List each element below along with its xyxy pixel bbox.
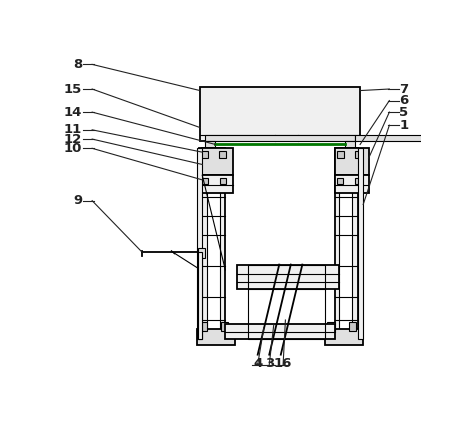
Bar xyxy=(197,148,202,339)
Bar xyxy=(199,175,233,193)
Text: 8: 8 xyxy=(73,58,82,71)
Text: 1: 1 xyxy=(400,119,408,132)
Text: 10: 10 xyxy=(64,142,82,155)
Bar xyxy=(356,178,362,184)
Bar xyxy=(207,152,220,333)
Bar xyxy=(219,151,226,157)
Bar xyxy=(355,151,362,157)
Bar xyxy=(204,135,356,141)
Bar xyxy=(345,141,356,148)
Text: 4: 4 xyxy=(253,357,262,370)
Text: 6: 6 xyxy=(400,94,408,107)
Text: 16: 16 xyxy=(274,357,292,370)
Bar xyxy=(327,322,335,331)
Bar xyxy=(337,151,344,157)
Text: 3: 3 xyxy=(265,357,274,370)
Bar xyxy=(197,329,235,345)
Bar xyxy=(358,148,363,339)
Bar xyxy=(348,322,356,331)
Text: 15: 15 xyxy=(64,83,82,96)
Text: 14: 14 xyxy=(64,106,82,119)
Text: 11: 11 xyxy=(64,123,82,136)
Bar xyxy=(225,324,335,339)
Text: 9: 9 xyxy=(73,194,82,207)
Bar xyxy=(197,252,202,339)
Bar xyxy=(204,141,215,148)
Bar xyxy=(202,178,208,184)
Bar xyxy=(221,322,228,331)
Bar xyxy=(202,148,225,339)
Bar xyxy=(339,152,352,333)
Bar xyxy=(335,175,369,193)
Bar xyxy=(197,248,205,258)
Bar xyxy=(335,148,358,339)
Bar xyxy=(220,178,226,184)
Text: 5: 5 xyxy=(400,106,408,119)
Bar xyxy=(249,264,325,339)
Bar xyxy=(325,329,363,345)
Bar xyxy=(356,135,469,141)
Bar xyxy=(200,88,360,141)
Bar xyxy=(337,178,343,184)
Bar xyxy=(199,148,233,175)
Text: 7: 7 xyxy=(400,83,408,96)
Bar xyxy=(335,148,369,175)
Bar xyxy=(202,151,208,157)
Bar xyxy=(237,264,339,289)
Bar xyxy=(199,322,207,331)
Text: 12: 12 xyxy=(64,133,82,146)
